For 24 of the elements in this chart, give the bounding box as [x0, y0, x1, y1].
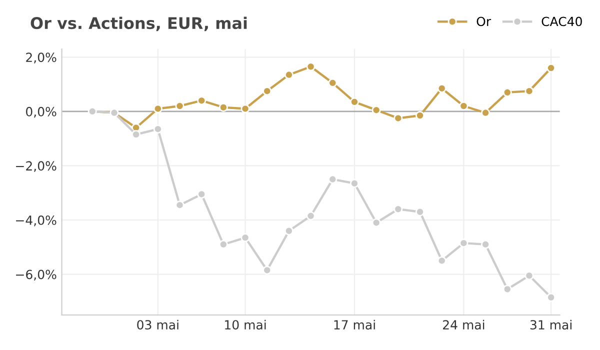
point [459, 238, 468, 248]
point [350, 178, 359, 188]
y-tick-label: 2,0% [26, 52, 56, 64]
point [240, 104, 250, 114]
point [415, 207, 425, 216]
legend-label: Or [476, 16, 492, 26]
y-tick-label: −6,0% [16, 270, 56, 280]
legend-label: CAC40 [542, 16, 582, 26]
chart-title: Or vs. Actions, EUR, mai [30, 16, 247, 32]
y-tick-label: 0,0% [26, 106, 56, 118]
point [415, 110, 425, 120]
y-tick-label: −2,0% [16, 161, 56, 172]
x-tick-label: 17 mai [334, 320, 375, 330]
point [132, 130, 141, 140]
x-tick-label: 03 mai [137, 320, 178, 330]
x-tick-label: 24 mai [443, 320, 484, 330]
x-tick-label: 10 mai [225, 320, 266, 330]
point [546, 63, 556, 73]
point [350, 97, 359, 106]
point [153, 104, 162, 114]
x-tick-label: 31 mai [530, 320, 572, 330]
point [459, 101, 468, 111]
y-tick-label: −4,0% [16, 215, 56, 226]
point [175, 101, 184, 111]
